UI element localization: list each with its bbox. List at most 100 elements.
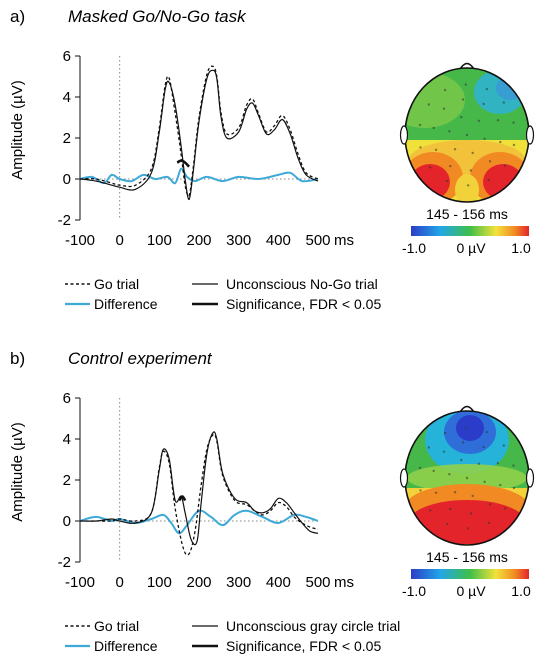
legend-sig-label: Significance, FDR < 0.05 xyxy=(226,296,381,312)
y-tick-label: 6 xyxy=(63,48,71,65)
electrode-dot xyxy=(499,140,502,144)
x-unit-label: ms xyxy=(334,232,354,249)
electrode-dot xyxy=(443,88,447,92)
colorbar-a-max: 1.0 xyxy=(511,240,531,256)
electrode-dot xyxy=(504,507,507,510)
panel-a-label: a) xyxy=(10,7,25,26)
electrode-dot xyxy=(434,491,438,494)
electrode-dot xyxy=(460,115,463,119)
electrode-dot xyxy=(427,103,430,106)
electrode-dot xyxy=(419,489,422,492)
electrode-dot xyxy=(449,164,452,168)
electrode-dot xyxy=(442,107,446,110)
panel-a-title: Masked Go/No-Go task xyxy=(68,7,247,26)
legend-nogo-label: Unconscious No-Go trial xyxy=(226,276,378,292)
electrode-dot xyxy=(464,426,467,429)
x-tick-label: 200 xyxy=(186,232,211,249)
panel-b-title: Control experiment xyxy=(68,349,213,368)
electrode-dot xyxy=(499,483,502,487)
legend-go-label: Go trial xyxy=(94,276,139,292)
legend-go-label: Go trial xyxy=(94,618,139,634)
y-tick-label: 2 xyxy=(63,472,71,489)
x-tick-label: 300 xyxy=(226,574,251,591)
electrode-dot xyxy=(443,431,447,435)
y-axis-label: Amplitude (µV) xyxy=(9,80,26,180)
x-tick-label: 100 xyxy=(147,574,172,591)
electrode-dot xyxy=(461,441,465,444)
significance-series-line xyxy=(178,495,187,502)
panel-b: b) Control experiment Amplitude (µV) -2 0… xyxy=(9,349,535,654)
y-tick-label: 6 xyxy=(63,390,71,407)
colorbar-b-min: -1.0 xyxy=(402,583,426,599)
electrode-dot xyxy=(449,507,452,511)
electrode-dot xyxy=(429,509,432,512)
electrode-dot xyxy=(471,494,474,498)
electrode-dots xyxy=(418,426,516,530)
x-tick-label: 500 xyxy=(305,232,330,249)
x-tick-label: -100 xyxy=(65,232,95,249)
electrode-dot xyxy=(453,148,457,151)
erp-chart-b: -2 0 2 4 6 -100 0 100 200 300 400 500 ms xyxy=(58,390,354,591)
electrode-dot xyxy=(465,133,469,137)
electrode-dot xyxy=(419,146,422,149)
y-tick-label: 2 xyxy=(63,130,71,147)
electrode-dot xyxy=(502,444,505,447)
electrode-dot xyxy=(512,143,516,147)
colorbar-a-min: -1.0 xyxy=(402,240,426,256)
electrode-dots xyxy=(418,83,516,187)
electrode-dot xyxy=(469,169,473,172)
y-tick-label: 0 xyxy=(63,513,71,530)
electrode-dot xyxy=(432,469,435,473)
electrode-dot xyxy=(418,466,422,470)
go-trial-series-line xyxy=(79,65,319,197)
electrode-dot xyxy=(467,527,470,530)
electrode-dot xyxy=(488,160,492,163)
electrode-dot xyxy=(446,522,449,526)
electrode-dot xyxy=(429,166,432,169)
x-tick-label: 0 xyxy=(115,232,123,249)
nogo-trial-series-line xyxy=(79,69,319,201)
legend-a: Go trial Unconscious No-Go trial Differe… xyxy=(65,276,381,312)
y-tick-label: -2 xyxy=(58,212,71,229)
x-tick-label: 0 xyxy=(115,574,123,591)
electrode-dot xyxy=(512,464,515,467)
electrode-dot xyxy=(465,476,469,480)
electrode-dot xyxy=(469,512,473,515)
x-tick-label: 100 xyxy=(147,232,172,249)
electrode-dot xyxy=(460,458,463,462)
topomap-a xyxy=(399,62,535,203)
difference-series-line xyxy=(79,167,319,185)
x-tick-label: 200 xyxy=(186,574,211,591)
y-tick-label: 0 xyxy=(63,171,71,188)
electrode-dot xyxy=(448,130,451,133)
panel-b-label: b) xyxy=(10,349,25,368)
electrode-dot xyxy=(464,83,467,86)
x-tick-label: 300 xyxy=(226,232,251,249)
topomap-b xyxy=(399,405,535,546)
electrode-dot xyxy=(461,98,465,101)
legend-diff-label: Difference xyxy=(94,638,158,654)
legend-sig-label: Significance, FDR < 0.05 xyxy=(226,638,381,654)
electrode-dot xyxy=(477,119,481,123)
erp-chart-a: -2 0 2 4 6 -100 0 100 200 300 400 500 ms xyxy=(58,48,354,249)
legend-b: Go trial Unconscious gray circle trial D… xyxy=(65,618,400,654)
go-trial-series-line xyxy=(79,433,319,556)
electrode-dot xyxy=(487,178,491,182)
panel-a: a) Masked Go/No-Go task Amplitude (µV) -… xyxy=(9,7,535,312)
x-unit-label: ms xyxy=(334,574,354,591)
legend-nogo-label: Unconscious gray circle trial xyxy=(226,618,400,634)
y-tick-label: 4 xyxy=(63,89,71,106)
electrode-dot xyxy=(504,164,507,167)
electrode-dot xyxy=(483,137,486,140)
electrode-dot xyxy=(483,480,486,483)
electrode-dot xyxy=(432,126,435,130)
x-tick-label: 400 xyxy=(266,574,291,591)
nogo-trial-series-line xyxy=(79,431,319,546)
colorbar-b xyxy=(411,569,529,579)
electrode-dot xyxy=(471,151,474,155)
electrode-dot xyxy=(446,179,449,183)
electrode-dot xyxy=(512,486,516,490)
electrode-dot xyxy=(485,430,488,434)
colorbar-a xyxy=(411,226,529,236)
